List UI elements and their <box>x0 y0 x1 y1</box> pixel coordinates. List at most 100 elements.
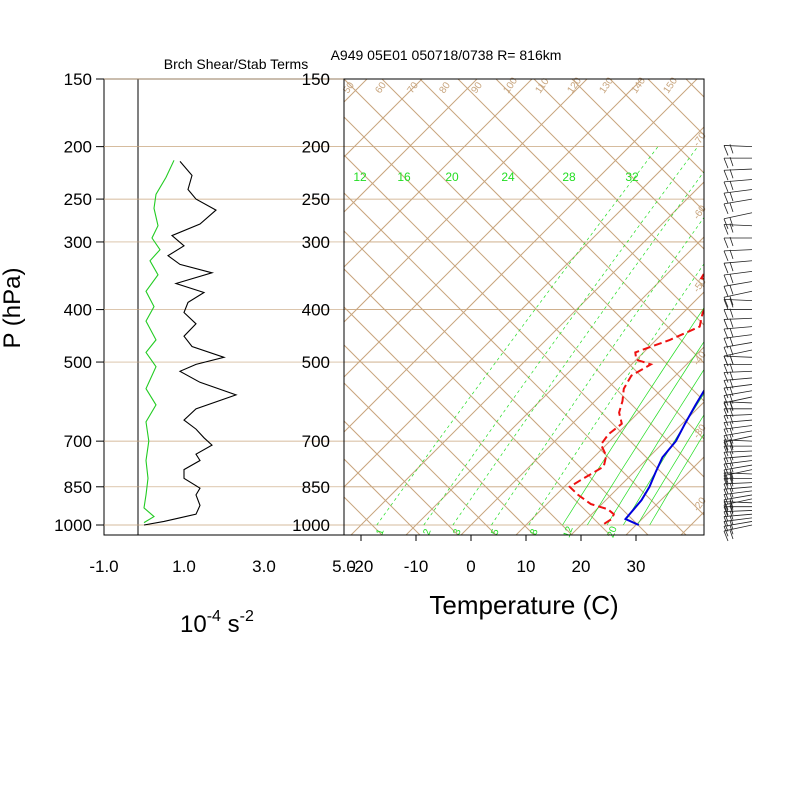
theta-label: 100 <box>501 75 520 95</box>
wind-barb-feather <box>729 503 734 514</box>
wind-barb-feather <box>729 510 734 520</box>
isotherm-edge-label: -40 <box>691 349 709 368</box>
mixing-ratio-line <box>637 414 704 526</box>
wind-barb-feather <box>723 372 729 383</box>
mixing-ratio-bottom-label: 12 <box>562 525 576 540</box>
wind-barb-feather <box>723 521 729 532</box>
right-y-tick-label: 850 <box>302 478 330 497</box>
isotherm-edge-label: -70 <box>691 130 709 149</box>
wind-barb-feather <box>723 435 729 446</box>
wind-barb-feather <box>723 224 729 235</box>
wind-barb-feather <box>729 308 734 318</box>
wind-barb-feather <box>729 477 734 487</box>
wind-barb-feather <box>729 156 734 167</box>
wind-barb-shaft <box>723 521 753 527</box>
mixing-ratio-bottom-label: 8 <box>529 527 541 536</box>
wind-barb-shaft <box>723 179 753 183</box>
wind-barb-feather <box>723 511 729 522</box>
dry-adiabat-line <box>344 268 611 535</box>
wind-barb-feather <box>723 452 729 463</box>
dry-adiabat-line <box>344 154 704 516</box>
wind-barb-feather <box>723 428 729 440</box>
units-exp1: -4 <box>207 608 221 625</box>
wind-barb-shaft <box>723 249 753 252</box>
wind-barb-feather <box>723 402 729 414</box>
wind-barb-feather <box>723 472 729 483</box>
wind-barb-feather <box>723 218 729 229</box>
mixing-ratio-bottom-label: 5 <box>490 527 502 536</box>
wind-barb-feather <box>723 526 729 537</box>
wind-barb-feather <box>723 469 729 481</box>
dry-adiabat-line <box>724 79 800 535</box>
left-y-tick-label: 250 <box>64 190 92 209</box>
mixing-ratio-label: 32 <box>625 170 639 184</box>
mixing-ratio-bottom-label: 2 <box>422 527 434 536</box>
right-y-tick-label: 300 <box>302 233 330 252</box>
wind-barb-shaft <box>723 342 753 348</box>
units-mid: s <box>221 611 240 638</box>
wind-barb-shaft <box>723 494 753 501</box>
wind-barb-shaft <box>723 460 753 465</box>
dry-adiabat-line <box>344 116 704 478</box>
isotherm-edge-label: -30 <box>691 422 709 441</box>
wind-barb-feather <box>729 428 734 438</box>
wind-barb-feather <box>729 525 734 535</box>
wind-barb-feather <box>729 144 734 154</box>
isotherm-line <box>0 63 328 537</box>
dry-adiabat-line <box>647 79 704 136</box>
left-y-tick-label: 200 <box>64 138 92 157</box>
dry-adiabat-line <box>0 79 230 535</box>
wind-barb-feather <box>729 285 734 295</box>
wind-barb-feather <box>729 394 734 404</box>
wind-barb-feather <box>729 249 734 259</box>
stability-panel-title: Brch Shear/Stab Terms <box>164 56 308 72</box>
wind-barb-feather <box>723 299 729 310</box>
wind-barb-feather <box>729 488 734 498</box>
dry-adiabat-line <box>381 79 704 402</box>
wind-barb-feather <box>729 379 734 389</box>
right-x-tick-label: -10 <box>404 557 429 576</box>
wind-barb-feather <box>729 505 734 515</box>
wind-barb-feather <box>729 462 734 473</box>
wind-barb-feather <box>723 237 729 249</box>
wind-barb-feather <box>729 414 734 424</box>
wind-barb-feather <box>723 499 729 510</box>
wind-barb-shaft <box>723 370 753 373</box>
diagram-lines <box>0 63 800 537</box>
wind-barb-feather <box>723 445 729 457</box>
wind-barb-shaft <box>723 290 753 298</box>
wind-barb-shaft <box>723 212 753 220</box>
left-y-ticks: 150 200 250 300 400 500 700 850 1000 <box>54 70 344 535</box>
right-y-tick-label: 200 <box>302 138 330 157</box>
left-y-tick-label: 1000 <box>54 516 92 535</box>
right-y-tick-label: 500 <box>302 353 330 372</box>
wind-barb-shaft <box>723 198 753 205</box>
mixing-ratio-line <box>587 341 704 526</box>
mixing-ratio-lines <box>376 146 704 526</box>
wind-barb-feather <box>729 421 734 431</box>
wind-barb-feather <box>729 296 734 306</box>
skew-t-title: A949 05E01 050718/0738 R= 816km <box>331 47 562 63</box>
wind-barb-shaft <box>723 396 753 404</box>
wind-barb-feather <box>723 422 729 433</box>
wind-barb-shaft <box>723 450 753 453</box>
dry-adiabat-line <box>344 192 687 535</box>
wind-barb-feather <box>729 474 734 484</box>
wind-barb-feather <box>723 157 729 169</box>
wind-barb-feather <box>729 440 734 451</box>
wind-barb-feather <box>723 347 729 358</box>
wind-barb-shaft <box>723 281 753 287</box>
wind-barb-feather <box>729 401 734 412</box>
wind-barb-feather <box>729 515 734 525</box>
left-y-tick-label: 400 <box>64 301 92 320</box>
wind-barb-shaft <box>723 377 753 381</box>
wind-barb-shaft <box>723 145 753 148</box>
left-x-tick-label: 1.0 <box>172 557 196 576</box>
wind-barb-feather <box>729 371 734 381</box>
temperature-axis-label: Temperature (C) <box>429 590 618 620</box>
wind-barb-shaft <box>723 260 753 264</box>
left-x-tick-label: 5.0 <box>332 557 356 576</box>
wind-barb-shaft <box>723 349 753 357</box>
isotherm-line <box>625 456 704 535</box>
wind-barb-feather <box>723 401 729 412</box>
